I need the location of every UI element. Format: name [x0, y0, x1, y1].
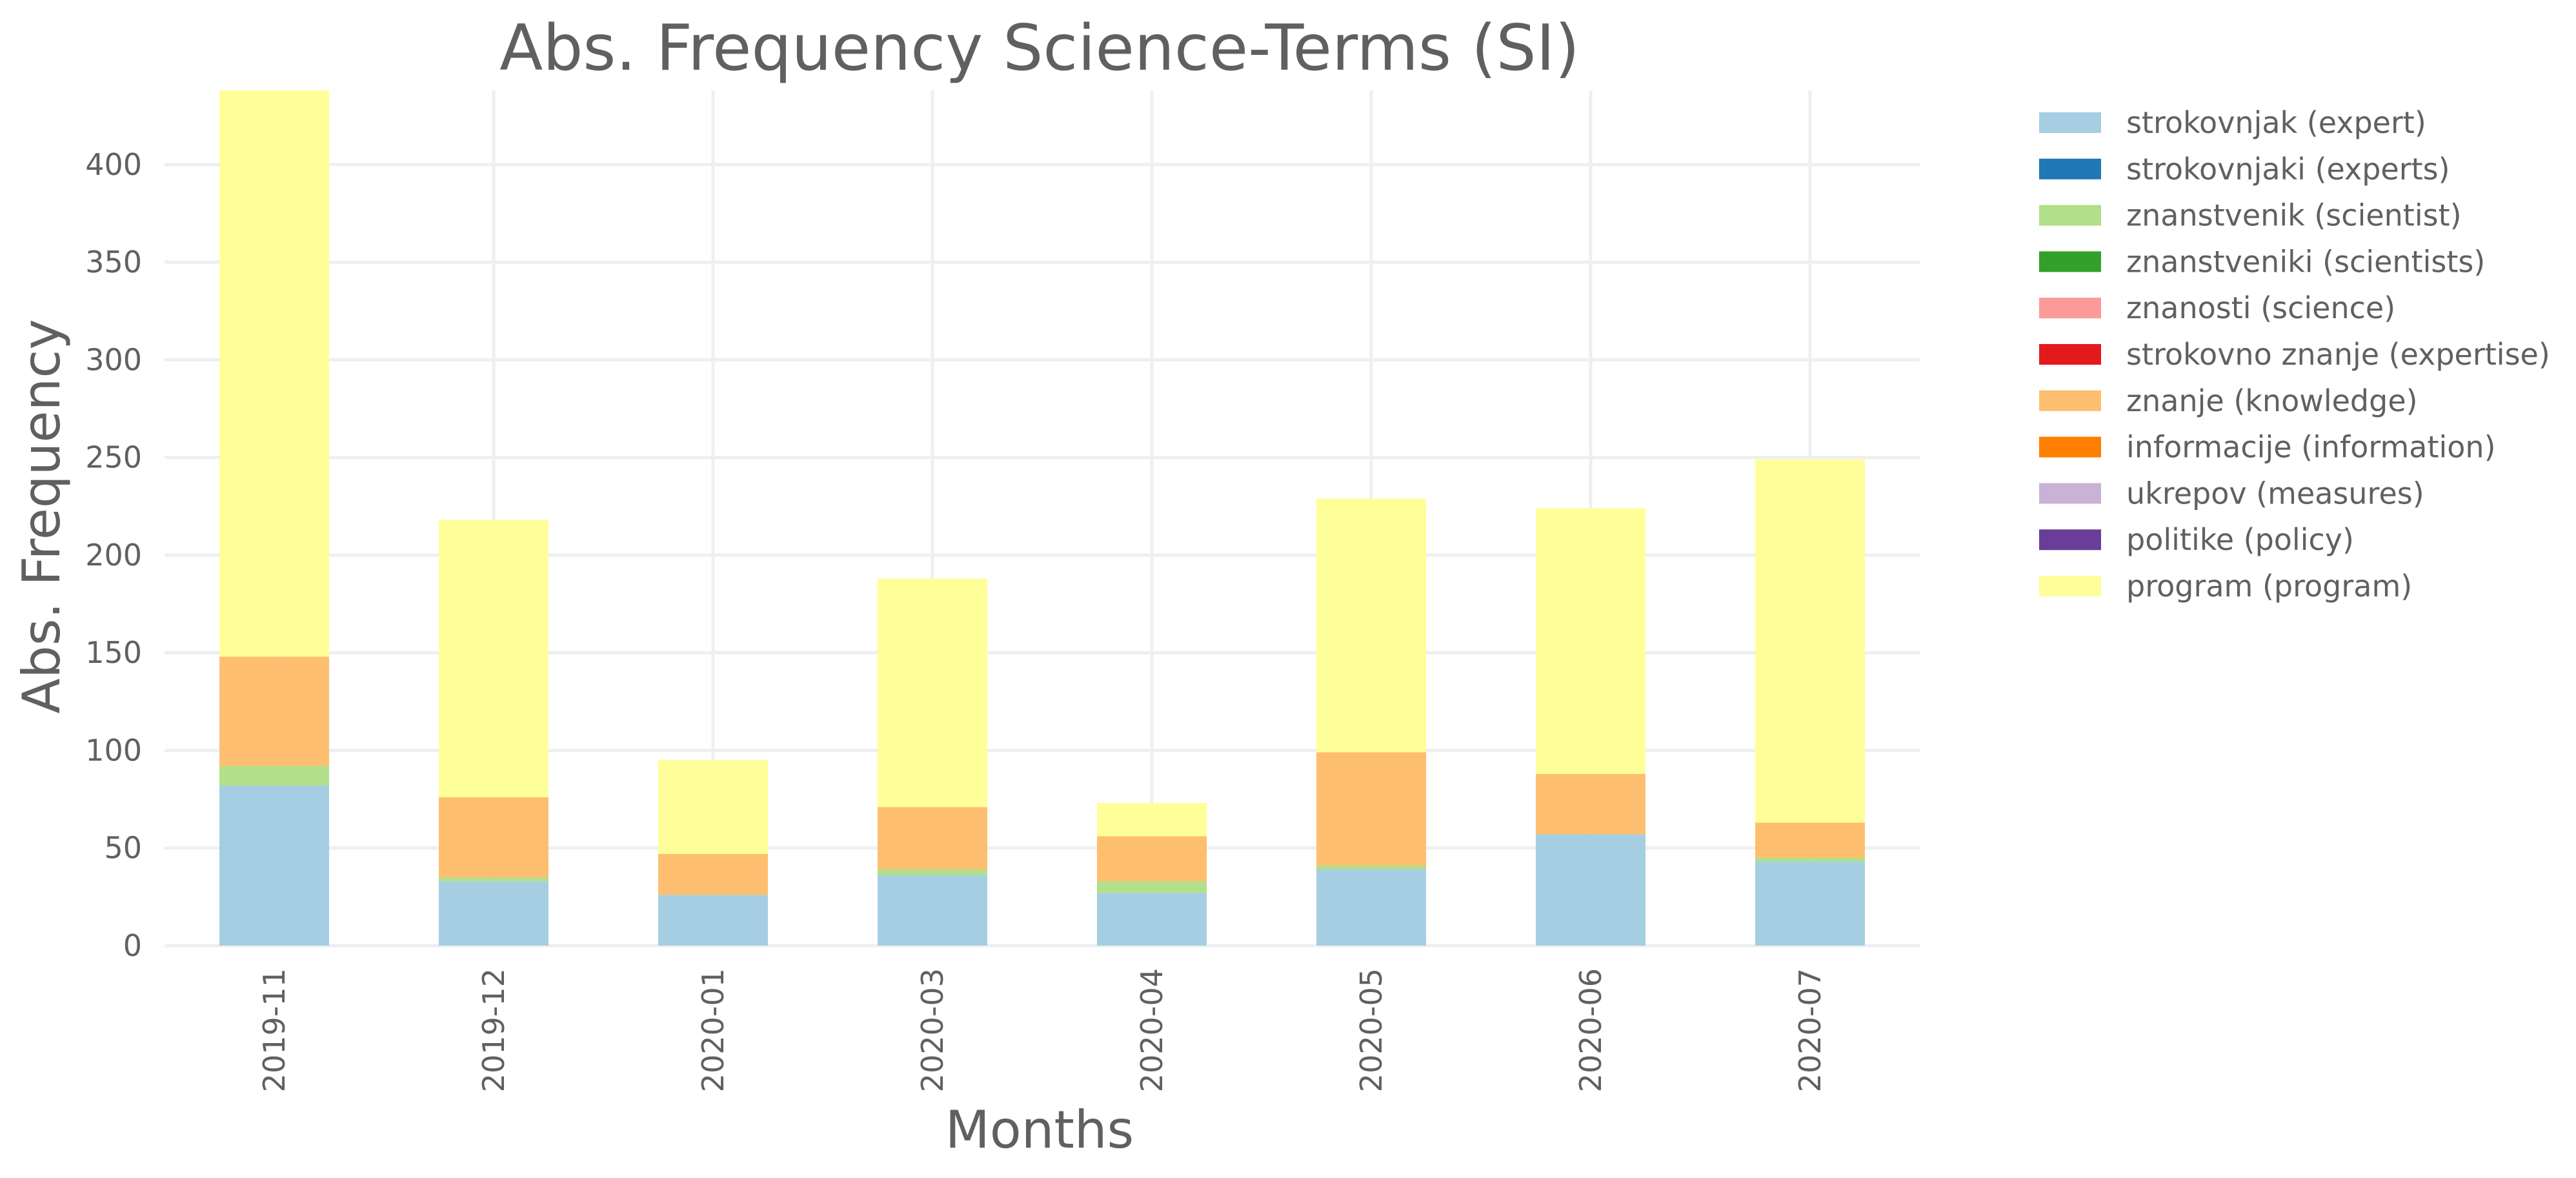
bar-segment	[439, 520, 548, 798]
bar-segment	[439, 881, 548, 946]
bar-segment	[439, 797, 548, 878]
legend-swatch	[2039, 436, 2101, 458]
bar-segment	[1755, 857, 1865, 862]
legend-swatch	[2039, 483, 2101, 504]
bar-segment	[658, 895, 768, 946]
y-tick-label: 50	[104, 831, 142, 866]
bar-segment	[658, 853, 768, 895]
legend-label: ukrepov (measures)	[2126, 476, 2424, 511]
y-tick-label: 0	[123, 928, 142, 963]
bar-segment	[878, 578, 987, 807]
legend-swatch	[2039, 112, 2101, 133]
x-tick-label: 2020-04	[1134, 968, 1169, 1092]
x-tick-label: 2019-11	[257, 968, 292, 1092]
bar-segment	[1097, 836, 1207, 882]
legend-swatch	[2039, 576, 2101, 596]
legend-swatch	[2039, 529, 2101, 551]
y-tick-label: 150	[85, 635, 142, 670]
bar-segment	[439, 877, 548, 882]
legend-swatch	[2039, 251, 2101, 272]
y-axis-ticks: 0 50 100 150 200 250 300 350 400	[85, 147, 142, 963]
x-axis-ticks: 2019-11 2019-12 2020-01 2020-03 2020-04 2020-…	[257, 968, 1827, 1092]
legend-label: znanstvenik (scientist)	[2126, 198, 2462, 233]
y-tick-label: 100	[85, 733, 142, 767]
bar-segment	[1097, 881, 1207, 893]
bar-segment	[1536, 508, 1645, 774]
bar-segment	[878, 869, 987, 876]
y-tick-label: 200	[85, 538, 142, 573]
bar-segment	[1316, 869, 1426, 946]
legend-label: strokovnjaki (experts)	[2126, 152, 2450, 187]
legend: strokovnjak (expert) strokovnjaki (expert…	[2039, 105, 2550, 604]
bar-segment	[1755, 822, 1865, 858]
bar-segment	[878, 875, 987, 946]
bar-segment	[219, 766, 329, 786]
y-axis-label: Abs. Frequency	[12, 319, 72, 713]
bar-segment	[1755, 459, 1865, 823]
bar-segment	[1536, 773, 1645, 835]
bar-segment	[1316, 865, 1426, 870]
legend-label: politike (policy)	[2126, 522, 2354, 557]
bar-segment	[1316, 752, 1426, 866]
chart-title: Abs. Frequency Science-Terms (SI)	[499, 12, 1580, 85]
bar-segment	[1097, 893, 1207, 946]
bar-segment	[219, 90, 329, 657]
bar-segment	[1755, 861, 1865, 946]
legend-swatch	[2039, 298, 2101, 319]
x-tick-label: 2019-12	[476, 968, 511, 1092]
grid-lines	[165, 90, 1920, 948]
bar-segment	[219, 656, 329, 766]
y-tick-label: 300	[85, 342, 142, 377]
bar-segment	[1097, 803, 1207, 837]
x-tick-label: 2020-05	[1354, 968, 1389, 1092]
x-tick-label: 2020-03	[915, 968, 950, 1092]
legend-label: znanosti (science)	[2126, 290, 2395, 325]
y-tick-label: 350	[85, 245, 142, 279]
bar-segment	[658, 760, 768, 854]
legend-swatch	[2039, 390, 2101, 411]
legend-swatch	[2039, 158, 2101, 179]
bar-segment	[1536, 834, 1645, 946]
legend-label: strokovnjak (expert)	[2126, 105, 2426, 140]
legend-label: znanstveniki (scientists)	[2126, 244, 2485, 279]
x-tick-label: 2020-06	[1573, 968, 1608, 1092]
legend-swatch	[2039, 344, 2101, 365]
bars	[219, 90, 1865, 946]
legend-label: znanje (knowledge)	[2126, 383, 2418, 418]
bar-segment	[1316, 498, 1426, 753]
bar-segment	[219, 785, 329, 946]
bar-segment	[878, 807, 987, 870]
x-axis-label: Months	[945, 1100, 1134, 1160]
legend-swatch	[2039, 205, 2101, 226]
legend-label: program (program)	[2126, 569, 2412, 604]
legend-label: strokovno znanje (expertise)	[2126, 337, 2550, 372]
x-tick-label: 2020-01	[696, 968, 730, 1092]
legend-label: informacije (information)	[2126, 430, 2496, 465]
x-tick-label: 2020-07	[1793, 968, 1827, 1092]
y-tick-label: 400	[85, 147, 142, 182]
y-tick-label: 250	[85, 440, 142, 475]
